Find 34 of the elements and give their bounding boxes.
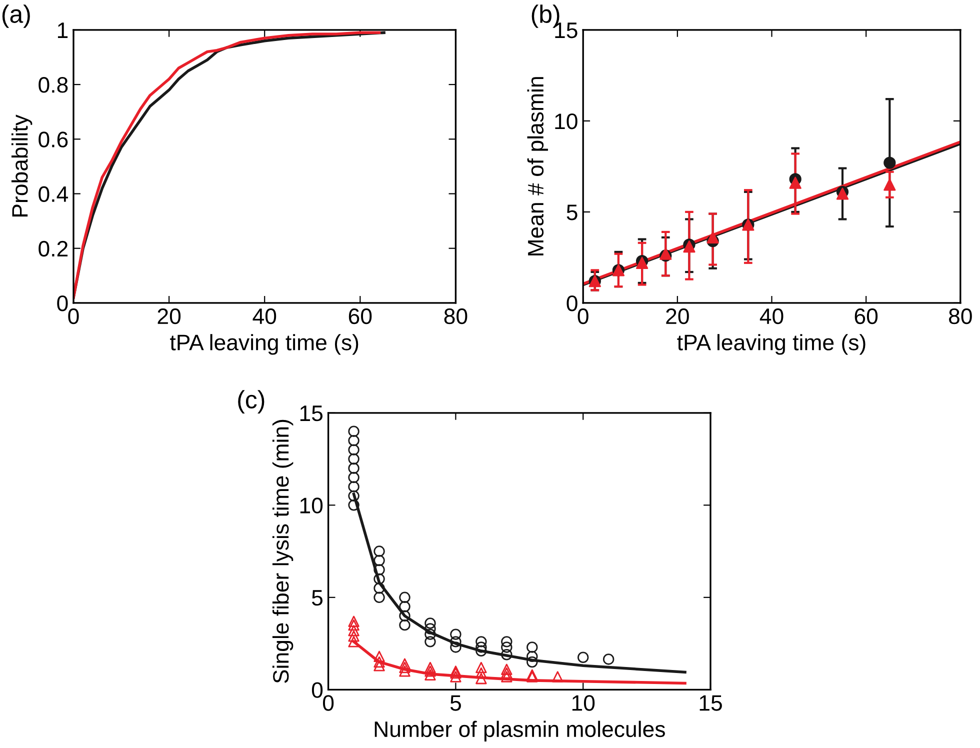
y-tick-label: 0 [566, 295, 578, 312]
y-tick-label: 0.2 [38, 240, 68, 257]
y-tick-label: 0.8 [38, 77, 68, 93]
x-axis-title: Number of plasmin molecules [374, 720, 665, 742]
y-axis-title: Single fiber lysis time (min) [272, 420, 294, 684]
y-tick-label: 0.6 [38, 132, 68, 148]
y-tick-label: 10 [555, 113, 578, 130]
x-tick-label: 60 [348, 308, 372, 324]
x-tick-label: 20 [158, 308, 181, 324]
y-tick-label: 10 [300, 498, 323, 514]
x-tick-label: 40 [760, 308, 784, 324]
x-axis-title: tPA leaving time (s) [170, 334, 358, 355]
x-tick-label: 0 [578, 308, 588, 324]
y-tick-label: 0.4 [38, 186, 68, 202]
y-axis-title: Mean # of plasmin [527, 77, 548, 256]
x-axis-title: tPA leaving time (s) [677, 334, 866, 355]
y-tick-label: 15 [300, 406, 323, 422]
x-tick-label: 80 [444, 308, 468, 324]
x-tick-label: 80 [949, 308, 972, 324]
y-tick-label: 5 [566, 204, 578, 220]
chart-title: (a) [2, 4, 30, 28]
x-tick-label: 60 [854, 308, 878, 324]
y-tick-label: 1 [58, 22, 68, 38]
x-tick-label: 5 [450, 695, 461, 711]
x-tick-label: 0 [322, 695, 334, 711]
y-tick-label: 0 [57, 295, 68, 312]
x-tick-label: 20 [666, 308, 689, 324]
y-tick-label: 0 [312, 682, 323, 698]
x-tick-label: 0 [68, 308, 79, 324]
y-axis-title: Probability [11, 114, 32, 216]
chart-title: (c) [238, 390, 264, 414]
x-tick-label: 15 [700, 695, 722, 711]
y-tick-label: 5 [312, 590, 323, 606]
x-tick-label: 40 [252, 308, 276, 324]
